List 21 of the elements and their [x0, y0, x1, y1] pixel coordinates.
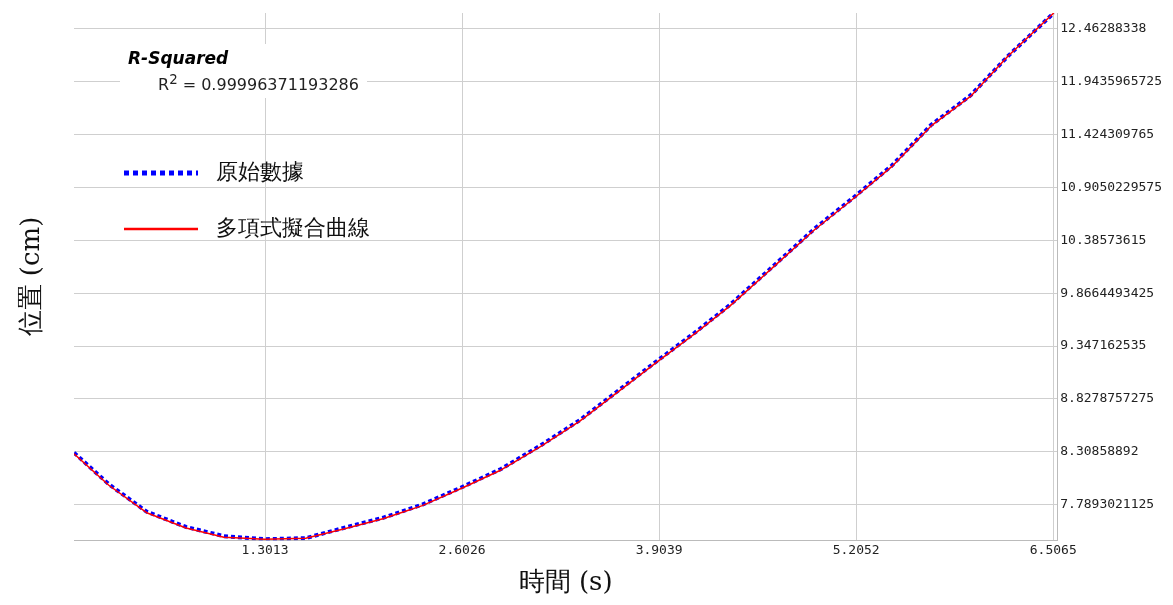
annotation: R$^{2}$ = 0.99996371193286	[158, 72, 359, 95]
y-tick-label: 11.424309765	[1060, 126, 1155, 142]
legend-label: 原始數據	[216, 158, 304, 184]
y-tick-label: 12.46288338	[1060, 20, 1147, 36]
y-tick-label: 10.9050229575	[1060, 178, 1162, 194]
x-tick-label: 1.3013	[241, 542, 289, 558]
y-tick-label: 11.9435965725	[1060, 73, 1162, 89]
y-axis-title: 位置 (cm)	[14, 216, 45, 337]
x-tick-label: 5.2052	[832, 542, 880, 558]
y-tick-label: 7.7893021125	[1060, 496, 1155, 512]
y-tick-label: 8.8278757275	[1060, 390, 1155, 406]
x-axis-title: 時間 (s)	[518, 566, 613, 597]
x-tick-label: 2.6026	[438, 542, 486, 558]
x-tick-label: 3.9039	[635, 542, 683, 558]
annotation: R-Squared	[128, 48, 230, 68]
legend-label: 多項式擬合曲線	[216, 214, 370, 240]
y-tick-label: 8.30858892	[1060, 443, 1139, 459]
x-tick-label: 6.5065	[1029, 542, 1077, 558]
y-tick-label: 9.8664493425	[1060, 284, 1155, 300]
y-tick-label: 9.347162535	[1060, 337, 1147, 353]
y-tick-label: 10.38573615	[1060, 231, 1147, 247]
